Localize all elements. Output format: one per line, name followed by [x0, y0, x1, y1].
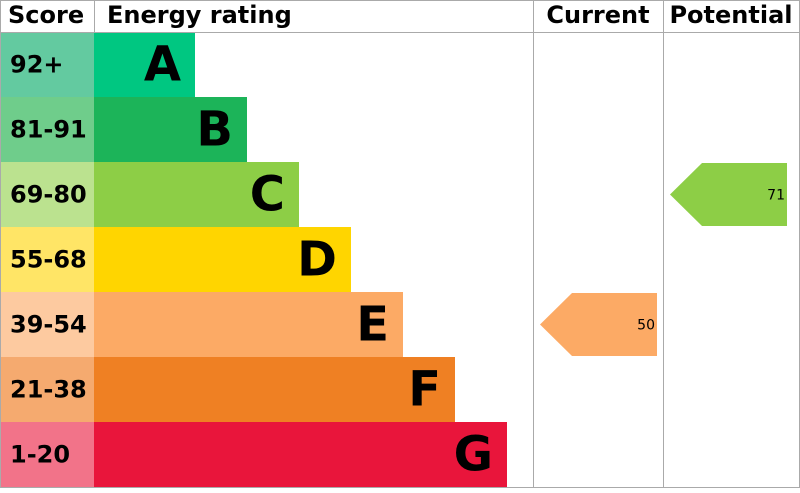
rating-letter: E: [356, 297, 389, 353]
rating-letter: A: [144, 37, 181, 93]
score-label: 21-38: [10, 376, 87, 404]
rating-bar: [94, 97, 247, 162]
rating-bar: [94, 357, 455, 422]
score-cell: [0, 227, 94, 292]
rating-letter: B: [196, 102, 233, 158]
current-value: 50: [637, 318, 655, 334]
potential-arrow: [670, 163, 787, 226]
score-cell: [0, 357, 94, 422]
potential-value: 71: [767, 188, 785, 204]
score-label: 39-54: [10, 311, 87, 339]
score-label: 69-80: [10, 181, 87, 209]
header-current: Current: [546, 1, 649, 29]
score-cell: [0, 422, 94, 487]
rating-bar: [94, 227, 351, 292]
score-label: 55-68: [10, 246, 87, 274]
rating-bar: [94, 162, 299, 227]
score-label: 1-20: [10, 441, 70, 469]
score-cell: [0, 97, 94, 162]
score-cell: [0, 162, 94, 227]
current-arrow: [540, 293, 657, 356]
rating-bar: [94, 422, 507, 487]
header-rating: Energy rating: [107, 1, 292, 29]
rating-letter: C: [250, 167, 285, 223]
score-cell: [0, 32, 94, 97]
rating-bar: [94, 32, 195, 97]
header-score: Score: [8, 1, 84, 29]
rating-letter: G: [454, 427, 493, 483]
header-potential: Potential: [669, 1, 792, 29]
rating-letter: F: [408, 362, 441, 418]
score-label: 92+: [10, 51, 64, 79]
score-label: 81-91: [10, 116, 87, 144]
score-cell: [0, 292, 94, 357]
rating-bar: [94, 292, 403, 357]
rating-letter: D: [297, 232, 337, 288]
